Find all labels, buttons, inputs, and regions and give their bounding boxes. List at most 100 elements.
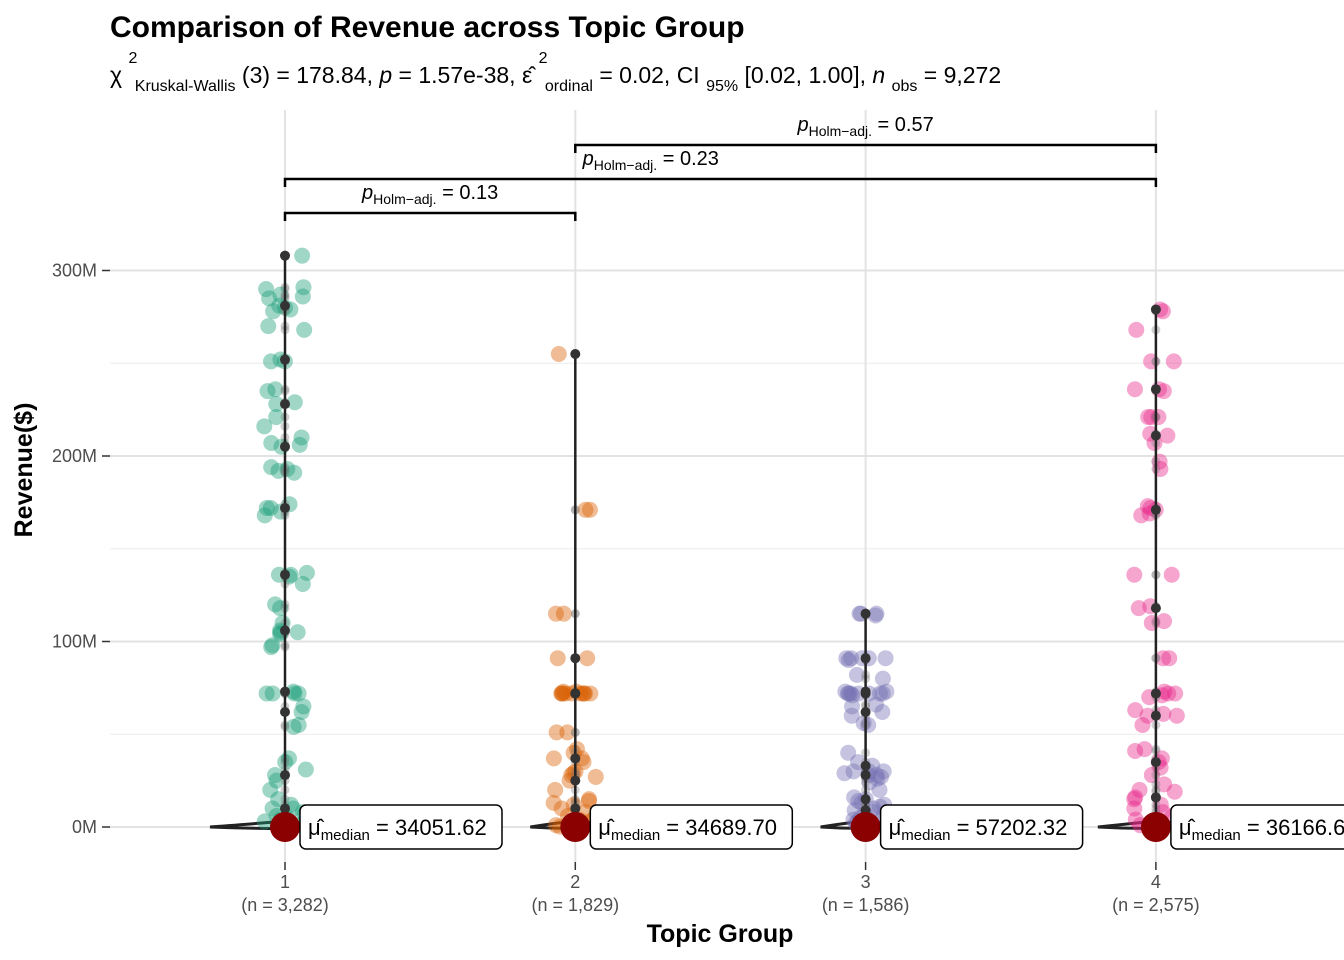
data-point (286, 394, 303, 411)
subtitle-p-symbol: p (378, 62, 392, 88)
data-point (1136, 741, 1153, 758)
data-point (285, 718, 302, 735)
data-point (258, 685, 275, 702)
data-point (869, 770, 886, 787)
subtitle-chi: χ (110, 62, 122, 88)
subtitle-ci-sub: 95% (706, 78, 738, 95)
data-point (555, 683, 572, 700)
y-tick-label: 0M (72, 817, 97, 837)
data-point (264, 685, 281, 702)
data-point (587, 768, 604, 785)
median-label-group-3: μ̂median = 57202.32 (889, 815, 1068, 844)
box-point (1150, 304, 1161, 315)
data-point (574, 685, 591, 702)
data-point (545, 750, 562, 767)
box-point (860, 770, 871, 781)
median-label-box (879, 804, 1084, 850)
data-point (256, 813, 273, 830)
data-point (1165, 353, 1182, 370)
box-point (280, 354, 290, 365)
box-point (280, 686, 290, 697)
data-point (264, 800, 281, 817)
comparison-bracket (574, 143, 1158, 153)
data-point (258, 281, 275, 298)
data-point (877, 650, 894, 667)
data-point (263, 459, 280, 476)
subtitle-eps-sub: ordinal (545, 78, 593, 95)
chart-title: Comparison of Revenue across Topic Group (110, 11, 745, 44)
subtitle-n-symbol: n (872, 62, 885, 88)
x-axis-title: Topic Group (647, 920, 794, 948)
median-dot-group-4 (1140, 812, 1171, 842)
data-point (555, 605, 572, 622)
x-n-label-3: (n = 1,586) (822, 895, 910, 915)
box-point (570, 775, 581, 786)
data-point (290, 685, 307, 702)
data-point (844, 687, 861, 704)
data-point (568, 741, 585, 758)
data-point (840, 744, 857, 761)
x-axis: 1 (n = 3,282) 2 (n = 1,829) 3 (n = 1,586) 4 (n … (241, 862, 1200, 915)
box-point (860, 706, 871, 717)
data-point (867, 607, 884, 624)
data-point (580, 793, 597, 810)
data-point (840, 652, 857, 669)
subtitle-n-sub: obs (892, 78, 918, 95)
data-point (553, 685, 570, 702)
data-point (297, 761, 314, 778)
box-point (570, 688, 581, 699)
data-point (294, 288, 311, 305)
data-point (270, 462, 287, 479)
data-point (268, 396, 285, 413)
box-point (1150, 688, 1161, 699)
data-point (839, 685, 856, 702)
data-point (868, 605, 885, 622)
x-tick-label-4: 4 (1151, 872, 1161, 892)
data-point (1166, 783, 1183, 800)
data-point (291, 436, 308, 453)
data-point (576, 685, 593, 702)
data-point (286, 464, 303, 481)
comparison-label: pHolm−adj. = 0.23 (582, 148, 719, 173)
x-tick-label-3: 3 (861, 872, 871, 892)
data-point (837, 683, 854, 700)
data-point (579, 650, 596, 667)
data-point (263, 353, 280, 370)
y-axis-title: Revenue($) (10, 403, 38, 538)
x-n-label-4: (n = 2,575) (1112, 895, 1200, 915)
box-point (1150, 384, 1161, 395)
median-labels: μ̂median = 34051.62 μ̂median = 34689.70 μ̂… (270, 804, 1344, 850)
box-point (280, 706, 290, 717)
data-point (1150, 409, 1167, 426)
box-point (1150, 792, 1161, 803)
data-point (295, 698, 312, 715)
data-point (848, 666, 865, 683)
data-point (256, 418, 273, 435)
comparison-label: pHolm−adj. = 0.57 (796, 114, 933, 139)
data-point (550, 345, 567, 362)
median-dot-group-1 (270, 812, 300, 842)
data-point (1139, 707, 1156, 724)
data-point (553, 800, 570, 817)
subtitle-p: = 1.57e-38, (399, 62, 522, 88)
subtitle-df: (3) = 178.84, (242, 62, 379, 88)
box-point (1150, 504, 1161, 515)
median-dot-group-3 (850, 812, 881, 842)
data-point (262, 781, 279, 798)
data-point (293, 429, 310, 446)
x-tick-label-1: 1 (280, 872, 290, 892)
data-point (871, 781, 888, 798)
data-point (582, 685, 599, 702)
data-point (1156, 613, 1173, 630)
data-point (1156, 776, 1173, 793)
data-point (1127, 811, 1144, 828)
data-point (836, 765, 853, 782)
box-point (280, 569, 290, 580)
data-point (874, 670, 891, 687)
data-point (581, 501, 598, 518)
box-point (280, 502, 290, 513)
comparison-label: pHolm−adj. = 0.13 (361, 182, 498, 207)
box-point (1150, 710, 1161, 721)
box-point (280, 441, 290, 452)
data-point (860, 716, 877, 733)
